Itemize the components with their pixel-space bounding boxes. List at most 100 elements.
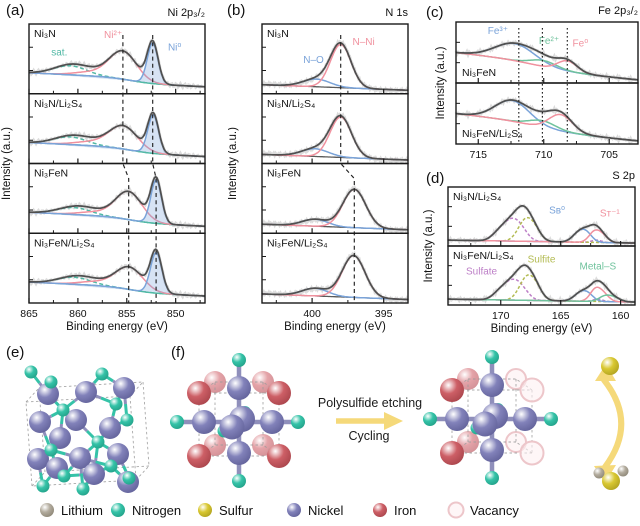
nickel-atom	[49, 427, 71, 449]
legend-label: Nickel	[308, 502, 344, 518]
y-axis-label: Intensity (a.u.)	[435, 46, 447, 119]
y-axis-label: Intensity (a.u.)	[423, 209, 435, 282]
nitrogen-atom	[485, 350, 499, 364]
nickel-atom	[480, 438, 504, 462]
panel-letter-e: (e)	[6, 344, 25, 361]
lithium-atom	[617, 465, 629, 477]
nitrogen-atom	[104, 459, 118, 473]
nitrogen-atom	[36, 479, 50, 493]
unit-cell-edge	[262, 381, 280, 394]
x-tick-label: 165	[552, 310, 570, 322]
atom-legend: Lithium Nitrogen Sulfur Nickel Iron Vacancy	[0, 497, 640, 525]
nickel-atom	[192, 410, 216, 434]
nitrogen-atom	[24, 365, 38, 379]
panel-title: Fe 2p₃/₂	[598, 5, 638, 17]
nickel-atom	[27, 448, 49, 470]
nitrogen-atom	[109, 397, 123, 411]
curve-fill-ni0	[29, 115, 205, 157]
unit-cell-edge	[515, 378, 533, 391]
lithium-sulfide	[602, 472, 620, 490]
curve-label: N–Ni	[353, 37, 375, 48]
sample-label: Ni₃FeN	[267, 168, 301, 180]
curve-envelope	[448, 205, 635, 244]
curve-satellite	[29, 136, 205, 158]
lithium-legend-ball	[40, 503, 54, 517]
x-axis-label: Binding energy (eV)	[66, 321, 168, 333]
curve-label: Sʙ⁰	[549, 206, 565, 217]
guide-line	[340, 35, 355, 303]
curve-envelope	[262, 188, 409, 231]
legend-item-lithium: Lithium	[38, 497, 103, 523]
unit-cell-edge	[129, 381, 144, 397]
panel-letter-a: (a)	[6, 2, 25, 19]
curve-label: Fe²⁺	[539, 36, 559, 47]
vacancy-site	[447, 501, 465, 519]
sample-label: Ni₃N/Li₂S₄	[34, 98, 82, 110]
x-tick-label: 865	[20, 308, 38, 320]
nickel-atom	[65, 409, 87, 431]
x-axis-label: Binding energy (eV)	[491, 323, 593, 335]
sample-label: Ni₃N	[267, 28, 289, 40]
unit-cell-edge	[129, 395, 137, 481]
panel-a-ni2p-spectra: Ni₃N sat. Ni²⁺ Ni⁰ Ni₃N/Li₂S₄ Ni₃FeN Ni₃FeN/Li…	[1, 7, 206, 333]
legend-item-iron: Iron	[371, 497, 416, 523]
nitrogen-atom	[170, 415, 184, 429]
cycle-arrow	[601, 377, 625, 470]
vacancy-site	[519, 440, 545, 466]
sample-label: Ni₃FeN/Li₂S₄	[453, 250, 513, 262]
sample-label: Ni₃N	[34, 28, 56, 40]
curve-envelope	[29, 111, 205, 158]
nitrogen-atom	[57, 469, 71, 483]
panel-letter-c: (c)	[426, 4, 444, 21]
curve-label: Sulfate	[466, 266, 498, 277]
legend-label: Sulfur	[219, 502, 253, 518]
nitrogen-atom	[91, 435, 105, 449]
panel-letter-b: (b)	[227, 2, 246, 19]
nitrogen-atom	[232, 474, 246, 488]
lithium-atom	[593, 467, 605, 479]
unit-cell-edge	[25, 387, 40, 403]
legend-item-sulfur: Sulfur	[196, 497, 253, 523]
curve-label: Fe³⁺	[488, 26, 508, 37]
curve-ni0	[28, 179, 206, 228]
nitrogen-atom	[95, 367, 109, 381]
nickel-atom	[37, 383, 59, 405]
sample-label: Ni₃FeN/Li₂S₄	[462, 128, 522, 140]
curve-envelope	[28, 175, 206, 228]
nitrogen-atom	[485, 471, 499, 485]
vacancy-legend-ball	[447, 501, 465, 519]
curve-fill-ni0	[29, 252, 205, 296]
curve-fill-ni0	[29, 43, 205, 87]
legend-label: Iron	[394, 502, 417, 518]
iron-atom	[187, 444, 211, 468]
curve-ni0	[29, 251, 205, 297]
etching-arrow-label: Polysulfide etching	[317, 396, 423, 410]
unit-cell-edge	[25, 401, 33, 487]
curve-label: Ni²⁺	[104, 30, 122, 41]
curve-label: Sulfite	[528, 255, 556, 266]
guide-line	[122, 35, 130, 303]
nickel-atom	[227, 376, 251, 400]
nickel-atom	[113, 377, 135, 399]
raw-data-trace	[28, 247, 206, 300]
x-tick-label: 400	[303, 308, 321, 320]
x-tick-label: 395	[375, 308, 393, 320]
nickel-atom	[75, 381, 97, 403]
curve-envelope	[261, 254, 408, 301]
x-tick-label: 170	[492, 310, 510, 322]
curve-label: Fe⁰	[573, 38, 589, 49]
ni3n-crystal-structure	[24, 365, 150, 496]
y-axis-label: Intensity (a.u.)	[228, 127, 239, 200]
sulfur-legend-ball	[198, 503, 212, 517]
nickel-atom	[480, 373, 504, 397]
curve-label: Metal–S	[579, 262, 616, 273]
legend-label: Lithium	[61, 502, 103, 518]
nitrogen-atom	[291, 415, 305, 429]
nitrogen-atom	[44, 375, 58, 389]
raw-data-trace	[28, 110, 206, 161]
nickel-atom	[99, 417, 121, 439]
x-tick-label: 855	[118, 308, 136, 320]
cycling-arrow-label: Cycling	[348, 429, 390, 443]
sample-label: Ni₃FeN/Li₂S₄	[267, 237, 327, 249]
curve-envelope	[455, 42, 639, 81]
